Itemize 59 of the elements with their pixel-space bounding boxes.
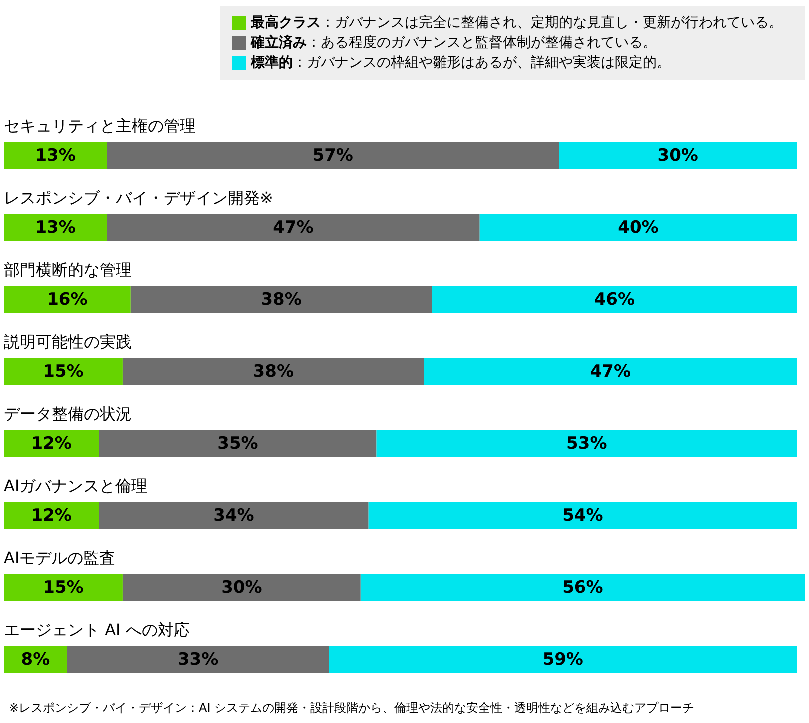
bar (67, 646, 330, 674)
bar (559, 142, 798, 170)
data-label: 35% (218, 434, 258, 454)
legend-label: 最高クラス：ガバナンスは完全に整備され、定期的な見直し・更新が行われている。 (250, 14, 783, 31)
data-label: 13% (35, 146, 76, 166)
y-tick-label: AIガバナンスと倫理 (4, 476, 148, 496)
data-label: 54% (562, 506, 604, 526)
bar (4, 214, 108, 242)
text: ※レスポンシブ・バイ・デザイン：AI システムの開発・設計段階から、倫理や法的な安全性・透明性などを組み込むアプローチ (9, 701, 695, 715)
data-label: 47% (590, 362, 632, 382)
data-label: 56% (562, 578, 604, 598)
y-tick-label: レスポンシブ・バイ・デザイン開発※ (4, 188, 274, 208)
bar (360, 574, 805, 602)
data-label: 15% (43, 362, 84, 382)
data-label: 12% (31, 434, 72, 454)
bar (4, 574, 123, 602)
data-label: 53% (566, 434, 608, 454)
bar (4, 502, 100, 530)
bar (107, 214, 480, 242)
bar (99, 430, 377, 458)
data-label: 12% (31, 506, 72, 526)
bar (4, 430, 100, 458)
legend-label: 確立済み：ある程度のガバナンスと監督体制が整備されている。 (250, 34, 657, 51)
bar (376, 430, 798, 458)
bar (4, 286, 131, 314)
data-label: 57% (312, 146, 354, 166)
y-tick-label: エージェント AI への対応 (4, 620, 190, 640)
y-tick-label: 部門横断的な管理 (4, 260, 132, 280)
data-label: 16% (47, 290, 88, 310)
bar (480, 214, 798, 242)
y-tick-label: セキュリティと主権の管理 (4, 116, 196, 136)
data-label: 33% (178, 650, 219, 670)
bar (4, 358, 123, 386)
bar (107, 142, 560, 170)
data-label: 46% (594, 290, 636, 310)
bar (99, 502, 369, 530)
bar (122, 358, 424, 386)
data-label: 34% (214, 506, 254, 526)
y-tick-label: データ整備の状況 (4, 404, 132, 424)
data-label: 38% (253, 362, 294, 382)
data-label: 59% (542, 650, 584, 670)
bar (329, 646, 798, 674)
bar (432, 286, 798, 314)
y-tick-label: 説明可能性の実践 (4, 332, 132, 352)
bar (130, 286, 432, 314)
data-label: 15% (43, 578, 84, 598)
bar (4, 142, 108, 170)
data-label: 47% (273, 218, 314, 238)
data-label: 13% (35, 218, 76, 238)
legend-label: 標準的：ガバナンスの枠組や雛形はあるが、詳細や実装は限定的。 (250, 55, 671, 71)
data-label: 30% (658, 146, 698, 166)
data-label: 40% (618, 218, 659, 238)
y-tick-label: AIモデルの監査 (4, 548, 116, 568)
data-label: 30% (222, 578, 262, 598)
data-label: 38% (261, 290, 302, 310)
bar (122, 574, 361, 602)
bar (368, 502, 798, 530)
bar (424, 358, 798, 386)
data-label: 8% (21, 650, 50, 670)
